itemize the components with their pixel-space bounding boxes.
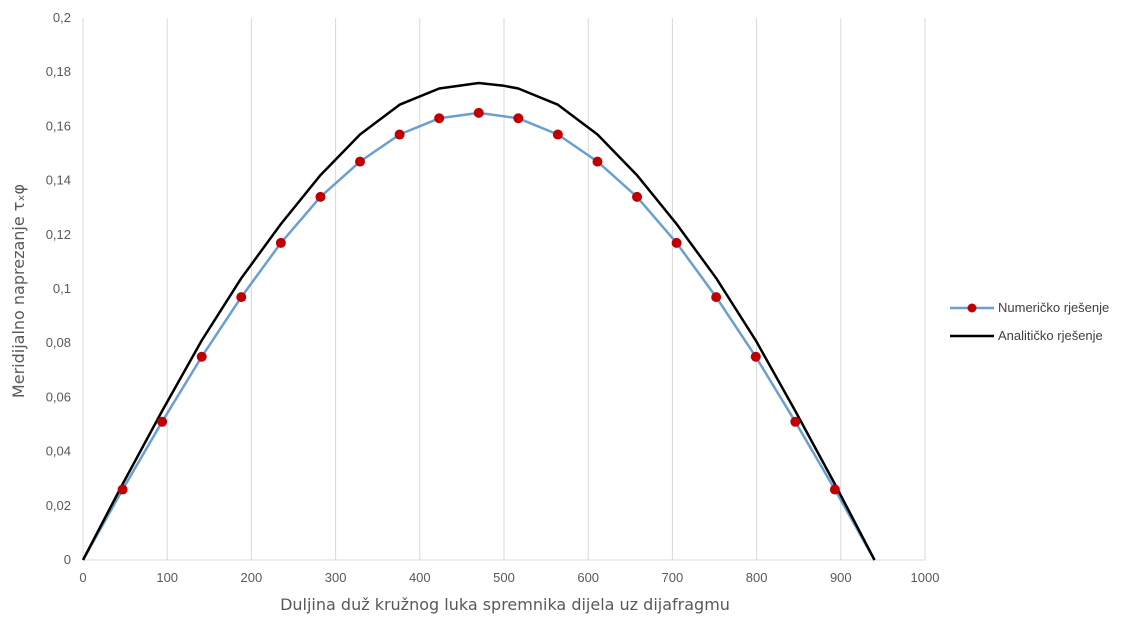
x-tick-label: 100 — [156, 570, 178, 585]
series-numericko — [81, 111, 876, 561]
data-point — [790, 416, 801, 427]
data-point — [434, 113, 445, 124]
data-point — [157, 416, 168, 427]
series-layer — [81, 81, 876, 561]
y-tick-labels: 0 0,02 0,04 0,06 0,08 0,1 0,12 0,14 0,16 0,18 0,2 — [46, 10, 71, 567]
data-point — [592, 156, 603, 167]
x-axis-title: Duljina duž kružnog luka spremnika dijel… — [280, 595, 730, 614]
y-tick-label: 0,08 — [46, 335, 71, 350]
x-tick-labels: 0 100 200 300 400 500 600 700 800 900 1000 — [79, 570, 939, 585]
y-tick-label: 0,1 — [53, 281, 71, 296]
y-tick-label: 0,02 — [46, 498, 71, 513]
x-tick-label: 500 — [493, 570, 515, 585]
legend-label: Analitičko rješenje — [998, 328, 1103, 343]
y-tick-label: 0,12 — [46, 227, 71, 242]
legend: Numeričko rješenje Analitičko rješenje — [950, 300, 1109, 343]
legend-item: Analitičko rješenje — [950, 328, 1103, 343]
data-point — [236, 292, 247, 303]
legend-label: Numeričko rješenje — [998, 300, 1109, 315]
x-tick-label: 200 — [241, 570, 263, 585]
data-point — [513, 113, 524, 124]
y-tick-label: 0 — [64, 552, 71, 567]
data-point — [355, 156, 366, 167]
x-tick-label: 300 — [325, 570, 347, 585]
y-tick-label: 0,06 — [46, 389, 71, 404]
axes — [82, 18, 925, 561]
data-point — [473, 107, 484, 118]
data-point — [552, 129, 563, 140]
legend-marker — [967, 303, 977, 313]
y-axis-title: Meridijalno naprezanje τₓφ — [9, 184, 28, 398]
data-point — [275, 237, 286, 248]
gridlines — [166, 18, 926, 560]
y-tick-label: 0,2 — [53, 10, 71, 25]
data-point — [196, 351, 207, 362]
y-tick-label: 0,04 — [46, 444, 71, 459]
x-tick-label: 700 — [662, 570, 684, 585]
x-tick-label: 1000 — [911, 570, 940, 585]
y-tick-label: 0,14 — [46, 173, 71, 188]
data-point — [394, 129, 405, 140]
x-tick-label: 400 — [409, 570, 431, 585]
data-point — [117, 484, 128, 495]
data-point — [315, 191, 326, 202]
x-tick-label: 800 — [746, 570, 768, 585]
data-point — [829, 484, 840, 495]
series-line — [81, 81, 876, 561]
x-tick-label: 0 — [79, 570, 86, 585]
y-tick-label: 0,16 — [46, 118, 71, 133]
legend-item: Numeričko rješenje — [950, 300, 1109, 315]
data-point — [711, 292, 722, 303]
series-line — [81, 111, 876, 561]
data-point — [632, 191, 643, 202]
y-tick-label: 0,18 — [46, 64, 71, 79]
x-tick-label: 600 — [577, 570, 599, 585]
x-tick-label: 900 — [830, 570, 852, 585]
series-analiticko — [81, 81, 876, 561]
data-point — [750, 351, 761, 362]
data-point — [671, 237, 682, 248]
